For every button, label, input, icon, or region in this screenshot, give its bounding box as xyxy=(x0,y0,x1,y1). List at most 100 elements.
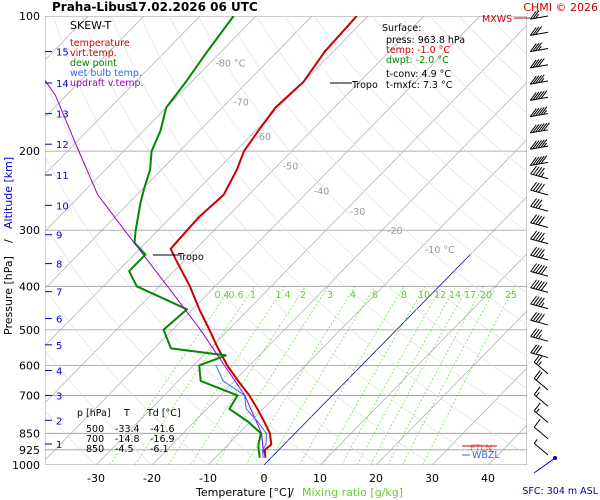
wind-barb-feather xyxy=(535,345,543,355)
sfc-label: SFC: 304 m ASL xyxy=(522,486,598,497)
sounding-profiles xyxy=(45,16,358,458)
mixing-ratio-label: 25 xyxy=(505,290,517,301)
mixing-ratio-line xyxy=(215,286,329,465)
wind-barb xyxy=(533,370,549,391)
legend-virt-temp: virt.temp. xyxy=(70,48,117,59)
wind-barb-feather xyxy=(529,140,537,150)
dry-adiabat xyxy=(516,16,527,27)
tropopause-label-lower: Tropo xyxy=(177,252,204,263)
mixing-ratio-line xyxy=(134,286,255,465)
wind-barb xyxy=(533,439,549,456)
wind-barb xyxy=(533,418,549,440)
wind-barb-feather xyxy=(532,263,540,273)
wind-barb xyxy=(529,90,549,101)
wind-barb-feather xyxy=(535,74,542,84)
wind-barb-feather xyxy=(540,122,548,132)
dry-adiabat xyxy=(110,16,527,456)
wind-barb-feather xyxy=(540,265,548,275)
table-cell: -14.8 xyxy=(115,434,140,445)
wind-barb xyxy=(530,198,549,212)
wind-barb-feather xyxy=(533,370,541,379)
dry-adiabat xyxy=(45,78,377,465)
altitude-tick-label: 1 xyxy=(56,440,62,451)
y-axis-label-pressure: Pressure [hPa] xyxy=(2,256,15,335)
table-header-t: T xyxy=(123,408,130,419)
wind-barb-feather xyxy=(533,418,541,428)
wind-barb-feather xyxy=(540,106,548,116)
x-axis-label-mix: Mixing ratio [g/kg] xyxy=(302,486,403,499)
dry-adiabat xyxy=(255,16,527,294)
pressure-tick-label: 300 xyxy=(19,224,40,237)
wind-barb-feather xyxy=(532,42,540,52)
isotherm-label: -40 xyxy=(314,187,330,198)
mixing-ratio-line xyxy=(370,286,469,465)
wind-barbs xyxy=(529,10,557,474)
wind-barb-feather xyxy=(533,386,541,395)
dry-adiabat xyxy=(45,349,153,465)
wind-barb-staff xyxy=(533,410,549,423)
dry-adiabat xyxy=(45,155,321,465)
x-axis-label-temp: Temperature [°C] xyxy=(195,486,291,499)
wind-barb-feather xyxy=(537,74,545,84)
legend-dew-point: dew point xyxy=(70,58,117,69)
isotherm-line xyxy=(45,16,145,118)
temperature-tick-label: 30 xyxy=(425,472,439,485)
isotherm-label: -80 °C xyxy=(215,59,245,70)
wind-barb-feather xyxy=(537,155,545,165)
wind-barb-feather xyxy=(530,311,538,321)
wind-barb-feather xyxy=(537,58,545,67)
mixing-ratio-label: 17 xyxy=(464,290,476,301)
table-cell: 700 xyxy=(86,434,104,445)
dry-adiabat xyxy=(197,16,527,357)
wind-barb-feather xyxy=(530,246,538,256)
table-header-p: p [hPa] xyxy=(77,408,111,419)
isotherm-label: -20 xyxy=(387,226,403,237)
wind-barb-feather xyxy=(529,43,537,52)
altitude-tick-label: 10 xyxy=(56,201,69,212)
wind-barb-feather xyxy=(538,281,545,291)
wind-barb-feather xyxy=(530,230,538,240)
ftln-label: FTLN xyxy=(470,444,492,454)
series-dew-point xyxy=(128,16,262,458)
wind-barb-feather xyxy=(537,45,542,51)
wind-barb-feather xyxy=(535,355,543,365)
wbzl-label: WBZL xyxy=(472,450,500,461)
wind-barb-feather xyxy=(532,345,540,354)
temperature-tick-label: -30 xyxy=(87,472,105,485)
isotherm-line xyxy=(431,367,527,465)
isotherm-label: -30 xyxy=(350,207,366,218)
mixing-ratio-line xyxy=(299,286,405,465)
wind-barb-feather xyxy=(529,157,537,166)
wind-barb-feather xyxy=(535,248,543,257)
dry-adiabat xyxy=(313,16,527,233)
wind-barb xyxy=(530,328,549,342)
dry-adiabat xyxy=(45,223,265,465)
wind-barb-feather xyxy=(538,297,545,307)
wind-barb-feather xyxy=(532,75,540,84)
pressure-tick-label: 500 xyxy=(19,324,40,337)
wind-barb-feather xyxy=(535,264,543,274)
wind-barb-feather xyxy=(532,107,540,117)
wind-barb-feather xyxy=(538,314,545,323)
wind-barb-feather xyxy=(532,280,540,289)
wind-barb-feather xyxy=(530,279,538,289)
mixing-ratio-line xyxy=(190,286,306,465)
dry-adiabat xyxy=(45,410,97,465)
wind-barb xyxy=(530,230,549,245)
mixing-ratio-label: 12 xyxy=(434,290,446,301)
mixing-ratio-line xyxy=(245,286,356,465)
wind-barb-feather xyxy=(538,167,545,177)
wind-barb-feather xyxy=(529,108,537,117)
wind-barb-staff xyxy=(530,15,549,20)
table-header-td: Td [°C] xyxy=(146,408,181,419)
wind-barb-feather xyxy=(535,215,543,225)
wind-barb-feather xyxy=(532,182,540,192)
wind-barb-feather xyxy=(535,297,543,306)
surface-wind-dot xyxy=(553,456,557,460)
mixing-ratio-line xyxy=(356,286,457,465)
wind-barb-staff xyxy=(533,443,549,456)
wind-barb-feather xyxy=(538,249,545,258)
wind-barb-feather xyxy=(535,408,540,413)
wind-barb-feather xyxy=(532,140,540,150)
legend-temperature: temperature xyxy=(70,38,130,49)
